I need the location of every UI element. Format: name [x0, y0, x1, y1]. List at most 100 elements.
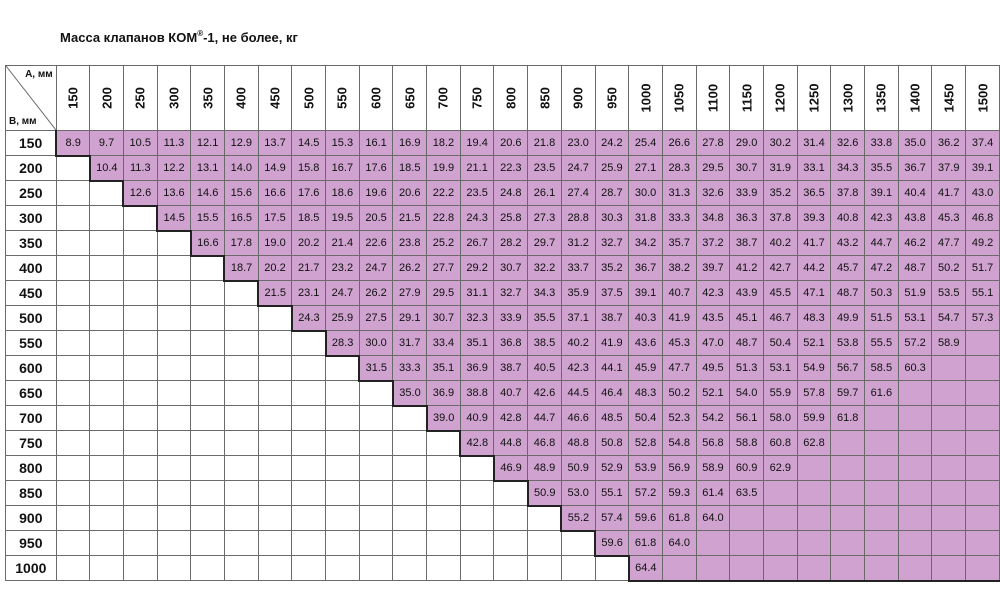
- empty-cell: [459, 505, 495, 531]
- empty-cell: [527, 530, 562, 556]
- value-cell: 35.0: [897, 130, 933, 156]
- row-header: 650: [5, 380, 57, 406]
- value-cell: 13.1: [190, 155, 225, 181]
- value-cell: 30.7: [426, 305, 461, 331]
- a-axis-label: А, мм: [25, 69, 53, 80]
- value-cell: 62.9: [762, 455, 798, 481]
- value-cell: 64.0: [661, 530, 697, 556]
- empty-cell: [190, 430, 225, 456]
- value-cell: [695, 530, 731, 556]
- b-axis-label: В, мм: [9, 116, 37, 127]
- value-cell: 32.2: [527, 255, 562, 281]
- value-cell: 26.2: [392, 255, 428, 281]
- empty-cell: [89, 455, 124, 481]
- value-cell: 48.3: [628, 380, 663, 406]
- empty-cell: [358, 455, 394, 481]
- value-cell: 13.7: [257, 130, 293, 156]
- value-cell: 45.3: [661, 330, 697, 356]
- value-cell: 23.0: [560, 130, 596, 156]
- value-cell: 59.6: [594, 530, 630, 557]
- value-cell: 36.7: [628, 255, 663, 281]
- value-cell: 59.6: [628, 505, 663, 531]
- table-row: 950 59.6 61.8 64.0: [5, 530, 1000, 557]
- empty-cell: [392, 505, 428, 531]
- empty-cell: [426, 505, 461, 531]
- value-cell: 14.6: [190, 180, 225, 206]
- value-cell: 28.8: [560, 205, 596, 231]
- value-cell: [897, 380, 933, 406]
- empty-cell: [291, 505, 327, 531]
- value-cell: 36.3: [729, 205, 764, 231]
- value-cell: 30.0: [628, 180, 663, 206]
- value-cell: 29.2: [459, 255, 495, 281]
- row-header: 750: [5, 430, 57, 456]
- value-cell: 14.0: [223, 155, 259, 181]
- value-cell: [965, 455, 1000, 481]
- value-cell: 18.5: [392, 155, 428, 181]
- value-cell: 36.8: [493, 330, 529, 356]
- column-header-label: 150: [65, 87, 81, 109]
- value-cell: 32.6: [830, 130, 866, 156]
- value-cell: 48.9: [527, 455, 562, 481]
- value-cell: 25.4: [628, 130, 663, 156]
- value-cell: [965, 380, 1000, 406]
- value-cell: 17.5: [257, 205, 293, 231]
- empty-cell: [156, 230, 192, 256]
- empty-cell: [55, 430, 91, 456]
- value-cell: [830, 530, 866, 556]
- value-cell: 48.7: [830, 280, 866, 306]
- value-cell: 46.4: [594, 380, 630, 406]
- value-cell: 29.0: [729, 130, 764, 156]
- value-cell: 42.7: [762, 255, 798, 281]
- empty-cell: [55, 555, 91, 581]
- value-cell: 18.7: [223, 255, 259, 282]
- value-cell: [965, 430, 1000, 456]
- value-cell: 42.3: [560, 355, 596, 381]
- empty-cell: [223, 380, 259, 406]
- empty-cell: [392, 530, 428, 556]
- value-cell: 20.5: [358, 205, 394, 231]
- value-cell: 31.5: [358, 355, 394, 382]
- value-cell: 24.2: [594, 130, 630, 156]
- value-cell: 52.1: [695, 380, 731, 406]
- column-header-label: 1300: [840, 83, 856, 113]
- value-cell: 28.3: [324, 330, 360, 357]
- value-cell: 35.7: [661, 230, 697, 256]
- title-main: Масса клапанов КОМ: [60, 30, 198, 45]
- value-cell: 47.0: [695, 330, 731, 356]
- value-cell: 15.8: [291, 155, 327, 181]
- empty-cell: [55, 280, 91, 306]
- value-cell: 51.3: [729, 355, 764, 381]
- value-cell: [729, 555, 764, 582]
- value-cell: 61.4: [695, 480, 731, 506]
- value-cell: [762, 530, 798, 556]
- column-header-label: 1250: [806, 83, 822, 113]
- empty-cell: [493, 555, 529, 581]
- value-cell: 33.3: [661, 205, 697, 231]
- value-cell: [965, 505, 1000, 531]
- value-cell: 27.1: [628, 155, 663, 181]
- value-cell: 14.5: [291, 130, 327, 156]
- empty-cell: [257, 555, 293, 581]
- column-header: 600: [358, 65, 394, 131]
- value-cell: 20.2: [257, 255, 293, 281]
- value-cell: 34.3: [830, 155, 866, 181]
- value-cell: 29.5: [426, 280, 461, 306]
- value-cell: 42.8: [493, 405, 529, 431]
- value-cell: 28.7: [594, 180, 630, 206]
- value-cell: 40.9: [459, 405, 495, 431]
- value-cell: 36.7: [897, 155, 933, 181]
- value-cell: 16.5: [223, 205, 259, 231]
- table-row: 350 16.6 17.8 19.0 20.2 21.4 22.6 23.8 25.2 26.7 2…: [5, 230, 1000, 257]
- table-row: 650 35.0 36.9 38.8 40.7 42.6 44.5 46.4 48.3 50.2 5…: [5, 380, 1000, 407]
- value-cell: [897, 480, 933, 506]
- value-cell: 40.4: [897, 180, 933, 206]
- table-row: 450 21.5 23.1 24.7 26.2 27.9 29.5 31.1 32.7 34.3 3…: [5, 280, 1000, 307]
- value-cell: 50.3: [864, 280, 899, 306]
- value-cell: 27.8: [695, 130, 731, 156]
- value-cell: 41.7: [931, 180, 967, 206]
- table-row: 300 14.5 15.5 16.5 17.5 18.5 19.5 20.5 21.5 22.8 2…: [5, 205, 1000, 232]
- value-cell: [864, 405, 899, 431]
- table-row: 200 10.4 11.3 12.2 13.1 14.0 14.9 15.8 16.7 17.6 1…: [5, 155, 1000, 182]
- empty-cell: [156, 480, 192, 506]
